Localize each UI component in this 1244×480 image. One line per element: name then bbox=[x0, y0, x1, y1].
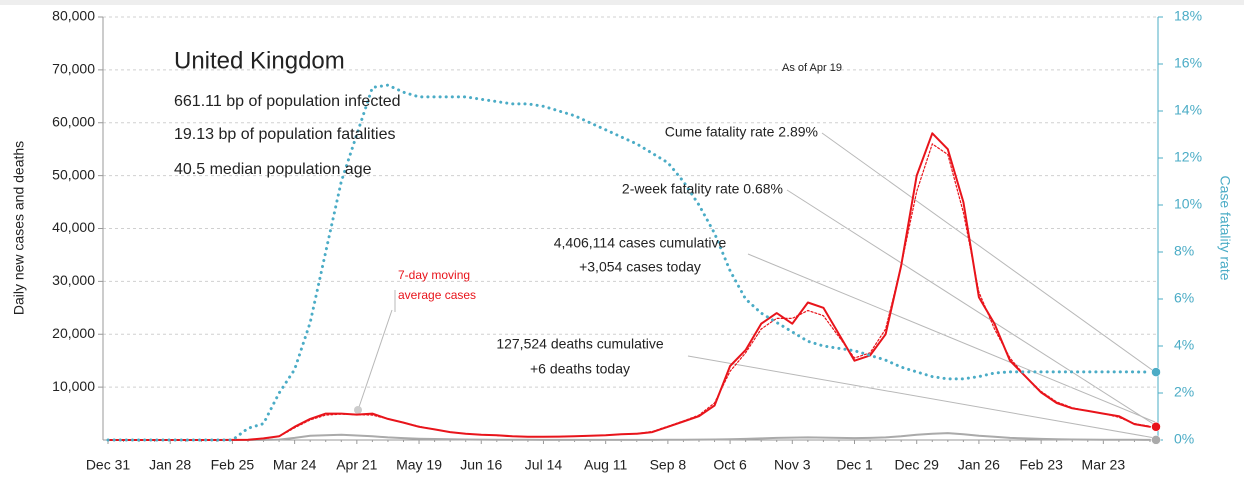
annotation: 2-week fatality rate 0.68% bbox=[622, 181, 783, 197]
x-tick-label: Mar 23 bbox=[1082, 457, 1126, 473]
leader-line bbox=[357, 309, 393, 411]
x-tick-label: Oct 6 bbox=[713, 457, 747, 473]
y2-axis-label: Case fatality rate bbox=[1217, 175, 1233, 280]
leader-line bbox=[821, 132, 1156, 373]
annotation: 127,524 deaths cumulative bbox=[496, 336, 664, 352]
y-tick-label: 60,000 bbox=[52, 113, 95, 129]
y-tick-label: 80,000 bbox=[52, 8, 95, 24]
x-tick-label: Jan 28 bbox=[149, 457, 191, 473]
x-tick-label: Aug 11 bbox=[584, 457, 628, 473]
y2-tick-label: 2% bbox=[1174, 384, 1194, 400]
annotation: +3,054 cases today bbox=[579, 259, 701, 275]
annotation: +6 deaths today bbox=[530, 361, 630, 377]
y2-tick-label: 0% bbox=[1174, 431, 1194, 447]
x-tick-label: May 19 bbox=[396, 457, 442, 473]
x-tick-label: Feb 25 bbox=[211, 457, 255, 473]
annotation: 40.5 median population age bbox=[174, 161, 372, 178]
annotation: Cume fatality rate 2.89% bbox=[665, 124, 818, 140]
x-tick-label: Apr 21 bbox=[336, 457, 377, 473]
x-tick-label: Mar 24 bbox=[273, 457, 317, 473]
y2-tick-label: 10% bbox=[1174, 196, 1202, 212]
y-tick-label: 10,000 bbox=[52, 378, 95, 394]
x-tick-label: Nov 3 bbox=[774, 457, 811, 473]
y2-tick-label: 14% bbox=[1174, 102, 1202, 118]
series-line bbox=[107, 432, 1151, 441]
y-tick-label: 40,000 bbox=[52, 219, 95, 235]
y2-tick-label: 12% bbox=[1174, 149, 1202, 165]
end-marker bbox=[1151, 435, 1161, 445]
y2-tick-label: 18% bbox=[1174, 8, 1202, 24]
annotation: 7-day moving bbox=[398, 268, 470, 282]
y2-tick-label: 6% bbox=[1174, 290, 1194, 306]
series-line bbox=[107, 143, 1151, 441]
y-tick-label: 70,000 bbox=[52, 61, 95, 77]
leader-dot bbox=[354, 406, 362, 414]
annotation: 661.11 bp of population infected bbox=[174, 93, 401, 110]
x-tick-label: Dec 31 bbox=[86, 457, 131, 473]
y2-tick-label: 16% bbox=[1174, 55, 1202, 71]
x-tick-label: Dec 29 bbox=[895, 457, 940, 473]
series-line bbox=[106, 83, 1152, 442]
annotation: 19.13 bp of population fatalities bbox=[174, 126, 396, 143]
series-line bbox=[107, 132, 1151, 441]
x-tick-label: Jun 16 bbox=[460, 457, 502, 473]
y-tick-label: 30,000 bbox=[52, 272, 95, 288]
annotation: average cases bbox=[398, 288, 476, 302]
annotation: As of Apr 19 bbox=[782, 62, 842, 74]
end-marker bbox=[1151, 422, 1161, 432]
leader-line bbox=[747, 253, 1156, 423]
x-tick-label: Sep 8 bbox=[650, 457, 687, 473]
y-tick-label: 20,000 bbox=[52, 325, 95, 341]
leader-line bbox=[786, 189, 1156, 426]
y2-tick-label: 8% bbox=[1174, 243, 1194, 259]
end-marker bbox=[1151, 367, 1161, 377]
y2-tick-label: 4% bbox=[1174, 337, 1194, 353]
x-tick-label: Dec 1 bbox=[836, 457, 873, 473]
x-tick-label: Jan 26 bbox=[958, 457, 1000, 473]
x-tick-label: Jul 14 bbox=[525, 457, 563, 473]
y-axis-label: Daily new cases and deaths bbox=[11, 141, 27, 315]
annotation: 4,406,114 cases cumulative bbox=[554, 235, 727, 251]
leader-line bbox=[687, 355, 1156, 439]
y-tick-label: 50,000 bbox=[52, 166, 95, 182]
x-tick-label: Feb 23 bbox=[1019, 457, 1063, 473]
top-band bbox=[0, 0, 1244, 5]
leader-lines bbox=[357, 132, 1156, 439]
